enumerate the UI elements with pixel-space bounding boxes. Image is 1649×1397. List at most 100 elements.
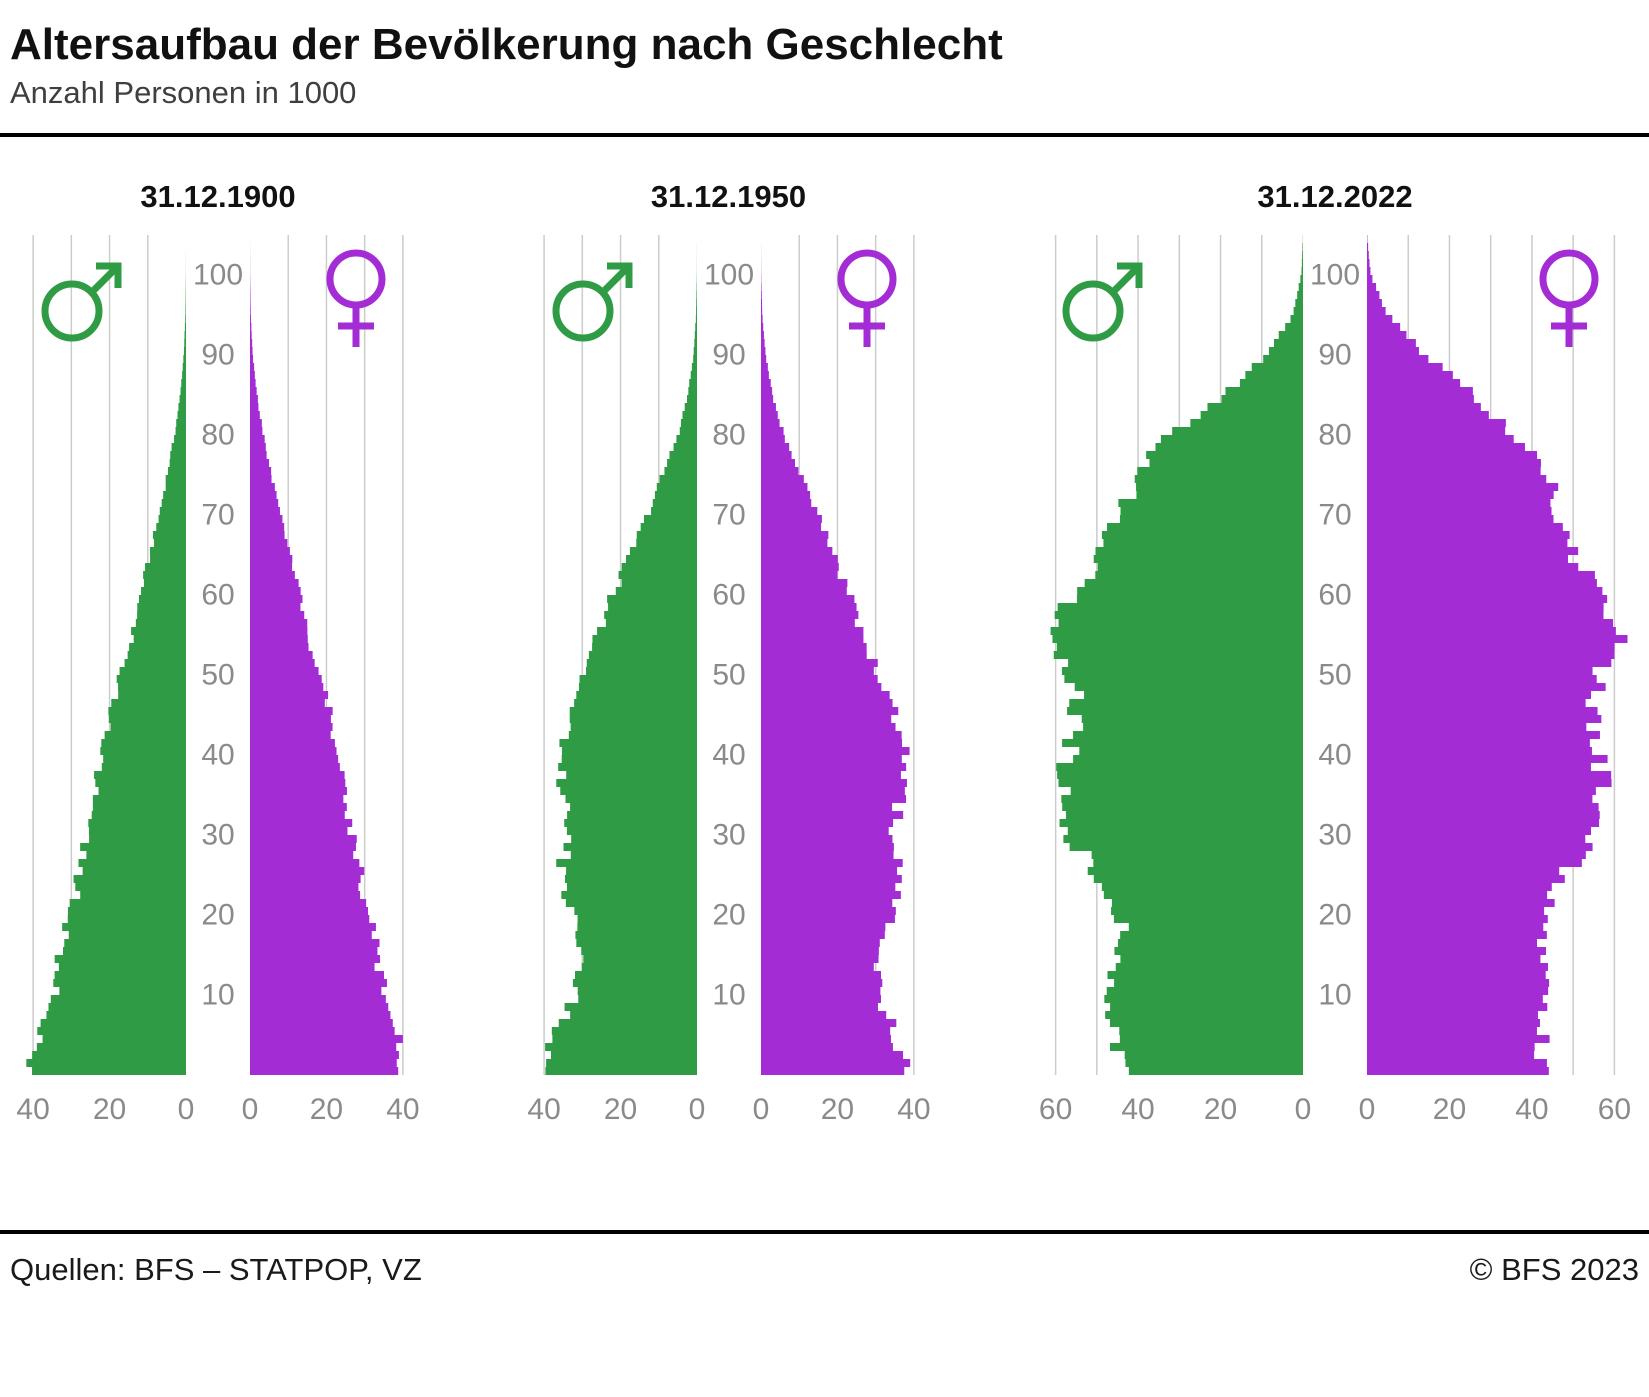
female-bar <box>760 474 804 483</box>
female-bar <box>1367 714 1602 723</box>
x-tick-female: 20 <box>1433 1093 1466 1126</box>
age-axis-label: 80 <box>1318 418 1351 451</box>
male-bar <box>1105 1010 1303 1019</box>
female-bar <box>1367 434 1514 443</box>
male-bar <box>621 578 697 587</box>
female-bar <box>760 562 839 571</box>
female-bar <box>1367 298 1382 307</box>
female-bar <box>1367 498 1551 507</box>
male-bar <box>94 770 186 779</box>
female-bar <box>1367 618 1613 627</box>
female-bar <box>250 514 283 523</box>
female-bar <box>250 866 365 875</box>
age-axis-label: 70 <box>201 498 234 531</box>
age-axis-label: 30 <box>1318 818 1351 851</box>
female-bar <box>760 650 867 659</box>
male-bar <box>1077 586 1303 595</box>
female-bar <box>1367 370 1453 379</box>
x-tick-male: 20 <box>1204 1093 1237 1126</box>
male-bar <box>650 506 697 515</box>
male-bar <box>143 578 186 587</box>
female-bar <box>760 586 847 595</box>
male-bar <box>36 1042 186 1051</box>
female-bar <box>760 882 895 891</box>
male-bar <box>573 698 697 707</box>
male-bar <box>1125 1058 1303 1067</box>
male-bar <box>1207 402 1303 411</box>
chart-footer: Quellen: BFS – STATPOP, VZ © BFS 2023 <box>0 1234 1649 1288</box>
male-bar <box>118 690 186 699</box>
female-bar <box>250 818 353 827</box>
female-bar <box>1367 466 1541 475</box>
x-tick-female: 20 <box>310 1093 343 1126</box>
female-bar <box>1367 418 1506 427</box>
male-bar <box>131 626 186 635</box>
male-bar <box>1058 618 1303 627</box>
female-bar <box>1367 626 1616 635</box>
male-bar <box>165 482 186 491</box>
male-bar <box>1136 482 1303 491</box>
male-bar <box>1120 506 1303 515</box>
female-bar <box>250 362 255 371</box>
female-bar <box>760 778 907 787</box>
male-bar <box>1079 746 1303 755</box>
female-bar <box>760 490 810 499</box>
male-bar <box>591 634 697 643</box>
female-bar <box>1367 994 1543 1003</box>
female-bar <box>250 722 333 731</box>
female-bar <box>1367 754 1608 763</box>
female-bar <box>1367 722 1587 731</box>
female-bar <box>760 322 763 331</box>
male-bar <box>1111 898 1303 907</box>
male-bar <box>575 938 697 947</box>
female-bar <box>1367 1026 1537 1035</box>
female-bar <box>1367 842 1593 851</box>
male-bar <box>695 290 697 299</box>
male-bar <box>586 658 697 667</box>
male-bar <box>175 426 186 435</box>
female-bar <box>250 738 335 747</box>
male-bar <box>137 602 186 611</box>
x-tick-female: 0 <box>242 1093 259 1126</box>
age-axis-label: 10 <box>712 978 745 1011</box>
female-bar <box>250 338 253 347</box>
male-bar <box>636 530 697 539</box>
male-bar <box>575 690 697 699</box>
female-bar <box>1367 610 1604 619</box>
pyramid-chart-2022: 10 20 30 40 50 60 70 80 90 100 0 0 20 20 40 40 60 60 <box>1039 234 1631 1126</box>
female-bar <box>250 1066 399 1075</box>
male-bar <box>695 306 697 315</box>
male-bar <box>1065 810 1303 819</box>
male-bar <box>1063 834 1303 843</box>
male-bar <box>659 474 697 483</box>
female-bar <box>760 762 906 771</box>
female-bar <box>250 546 290 555</box>
female-bar <box>250 322 252 331</box>
female-bar <box>760 722 896 731</box>
female-bar <box>1367 914 1548 923</box>
female-bar <box>250 714 331 723</box>
male-bar <box>1245 370 1303 379</box>
female-bar <box>760 658 878 667</box>
male-bar <box>563 818 697 827</box>
female-bar <box>760 618 855 627</box>
age-axis-label: 30 <box>712 818 745 851</box>
female-bar <box>1367 850 1586 859</box>
female-bar <box>250 650 313 659</box>
female-bar <box>760 970 881 979</box>
male-bar <box>1053 650 1303 659</box>
male-bar <box>569 802 697 811</box>
male-bar <box>566 810 697 819</box>
female-bar <box>250 354 254 363</box>
female-bar <box>760 346 765 355</box>
x-tick-male: 0 <box>178 1093 195 1126</box>
male-bar <box>1110 1002 1303 1011</box>
age-axis-label: 50 <box>201 658 234 691</box>
male-bar <box>138 594 186 603</box>
male-bar <box>69 898 186 907</box>
male-bar <box>100 746 186 755</box>
pyramid-panel-1950: 31.12.1950 10 20 30 40 50 60 70 80 90 100 0 0 20 20 40… <box>525 179 933 1138</box>
female-bar <box>1367 450 1538 459</box>
female-bar <box>250 946 378 955</box>
female-bar <box>760 482 807 491</box>
